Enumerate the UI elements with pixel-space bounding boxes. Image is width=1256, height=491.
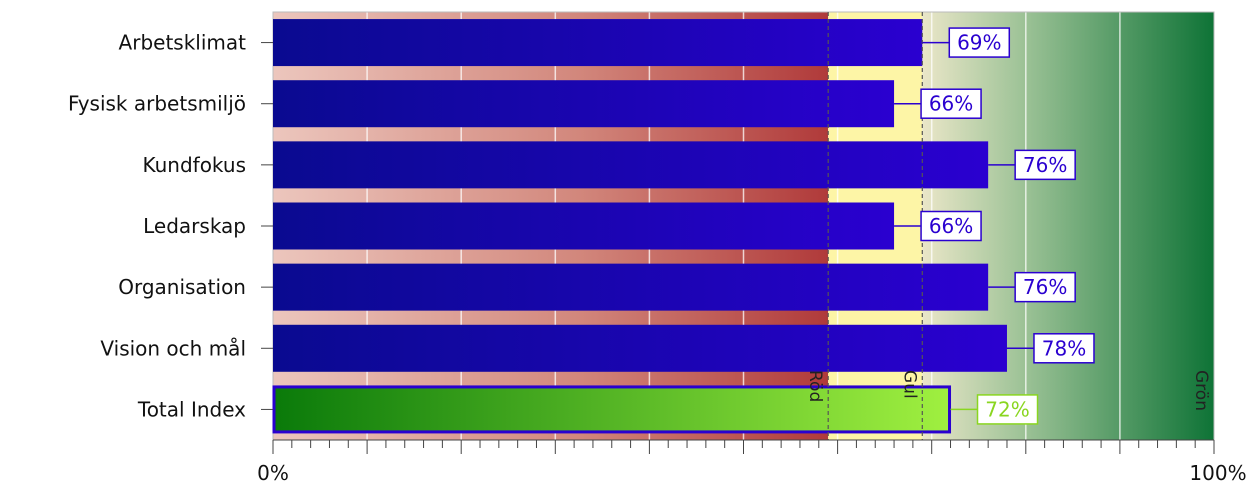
bar [273, 80, 895, 128]
zone-label: Grön [1191, 370, 1211, 411]
data-label-box [920, 88, 982, 119]
bar [273, 19, 923, 67]
category-label: Kundfokus [142, 153, 246, 177]
category-label: Total Index [137, 397, 246, 421]
data-labels: 69% 66% 76% 66% 76% 78% 72% [920, 27, 1095, 425]
zone-label: Röd [805, 370, 825, 402]
category-label: Vision och mål [100, 336, 246, 360]
x-tick-label: 100% [1189, 461, 1246, 485]
data-label: 76% [1023, 275, 1067, 299]
category-labels: Arbetsklimat Fysisk arbetsmiljö Kundfokus L… [68, 31, 273, 421]
data-label-box [1014, 271, 1076, 303]
data-label: 72% [985, 397, 1029, 421]
bars [272, 12, 1007, 440]
bar [273, 141, 989, 189]
data-label-box [1033, 333, 1095, 364]
bar [273, 263, 989, 311]
data-label-box [976, 394, 1039, 425]
data-label: 76% [1023, 153, 1067, 177]
data-label: 69% [957, 31, 1001, 55]
data-label: 66% [929, 214, 973, 238]
bar [273, 202, 895, 250]
x-tick-label: 0% [257, 461, 289, 485]
data-label: 66% [929, 92, 973, 116]
data-label: 78% [1042, 336, 1086, 360]
x-axis: 0% 100% [257, 439, 1247, 485]
bar [273, 324, 1007, 372]
data-label-box [920, 210, 982, 242]
category-label: Fysisk arbetsmiljö [68, 92, 246, 116]
zone-labels: Röd Gul Grön [805, 370, 1211, 411]
category-label: Ledarskap [143, 214, 246, 238]
bar-total-index [272, 385, 952, 434]
zone-label: Gul [899, 370, 919, 399]
data-label-box [948, 27, 1011, 58]
data-label-box [1014, 149, 1076, 181]
category-label: Organisation [118, 275, 246, 299]
category-label: Arbetsklimat [119, 31, 247, 55]
label-leaders [894, 41, 1034, 411]
